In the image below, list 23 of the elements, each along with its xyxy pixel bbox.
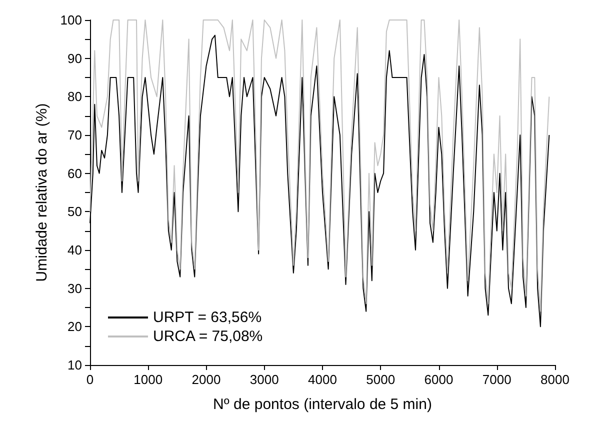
y-tick-label: 80 xyxy=(68,89,82,104)
y-tick-label: 70 xyxy=(68,128,82,142)
y-tick-label: 60 xyxy=(68,166,82,181)
x-tick-label: 1000 xyxy=(134,372,163,387)
y-tick-label: 100 xyxy=(60,12,82,28)
x-tick-label: 6000 xyxy=(424,372,454,387)
legend-label: URPT = 63,56% xyxy=(153,309,262,326)
x-tick-label: 4000 xyxy=(308,372,337,387)
x-tick-label: 8000 xyxy=(540,372,570,387)
x-tick-label: 7000 xyxy=(482,372,512,387)
x-tick-label: 0 xyxy=(86,372,94,387)
y-tick-label: 40 xyxy=(68,242,82,258)
y-axis-title: Umidade relativa do ar (%) xyxy=(33,103,50,282)
x-tick-label: 3000 xyxy=(250,372,279,387)
y-tick-label: 90 xyxy=(68,50,82,66)
y-tick-label: 10 xyxy=(68,358,82,372)
y-tick-label: 50 xyxy=(68,204,82,220)
y-tick-label: 30 xyxy=(68,280,82,296)
legend-label: URCA = 75,08% xyxy=(153,328,263,345)
x-axis-title: Nº de pontos (intervalo de 5 min) xyxy=(213,396,432,413)
x-tick-label: 5000 xyxy=(366,372,396,387)
x-tick-label: 2000 xyxy=(192,372,221,387)
y-tick-label: 20 xyxy=(68,319,82,334)
